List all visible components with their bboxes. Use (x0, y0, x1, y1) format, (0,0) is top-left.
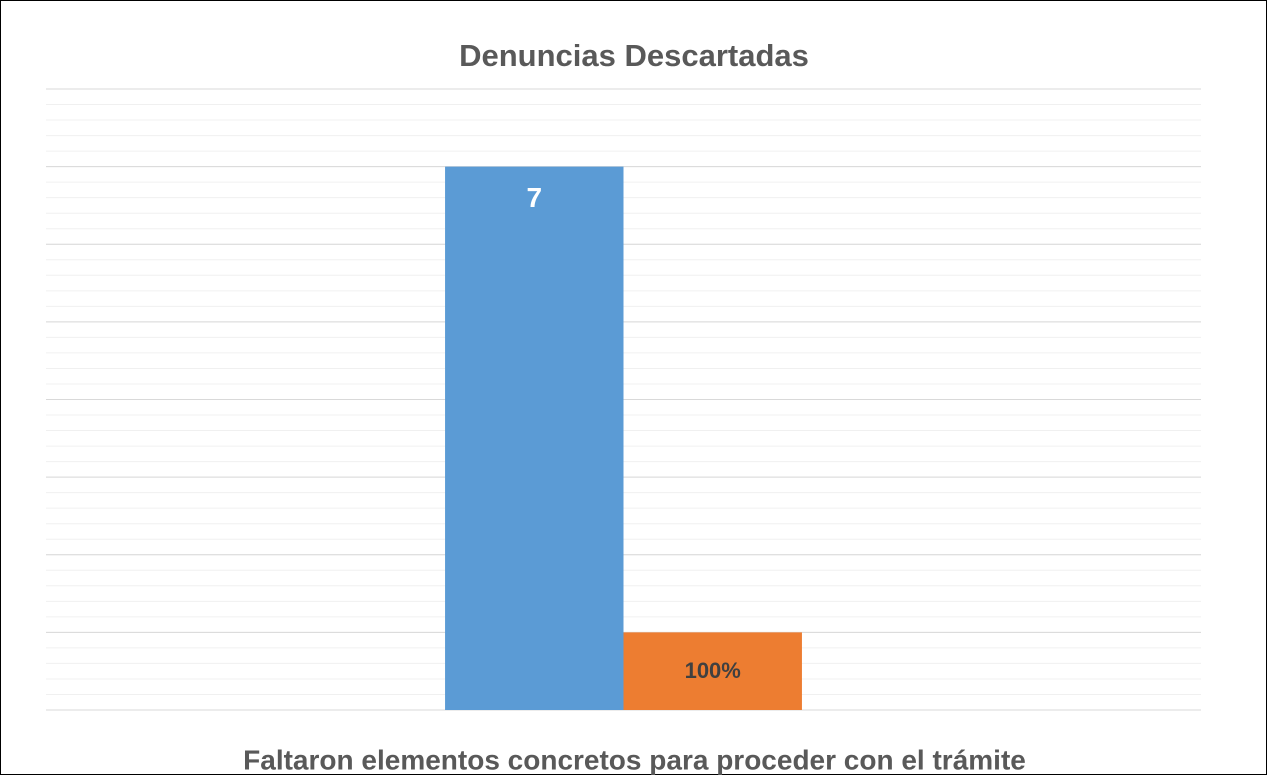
bar (445, 166, 624, 710)
data-label: 100% (685, 658, 741, 683)
bar (623, 632, 802, 710)
x-tick-label: Faltaron elementos concretos para proced… (243, 744, 1026, 775)
data-label: 7 (526, 182, 542, 213)
chart-title: Denuncias Descartadas (459, 38, 809, 73)
